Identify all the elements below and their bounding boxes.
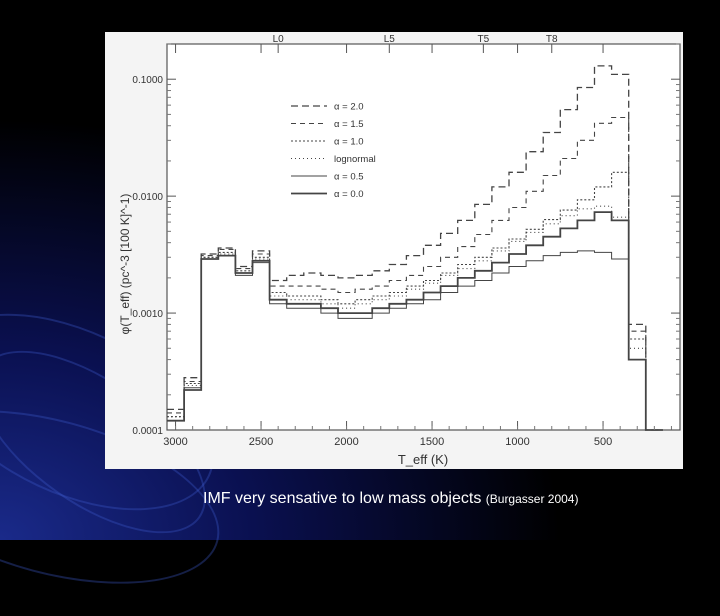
x-axis-label: T_eff (K)	[398, 452, 448, 467]
series-line	[167, 205, 663, 431]
x-tick-label: 3000	[163, 436, 187, 448]
x-tick-label: 1000	[505, 436, 529, 448]
caption-text: IMF very sensative to low mass objects	[203, 490, 482, 507]
legend-entry: lognormal	[334, 154, 376, 165]
top-axis-label: T5	[478, 34, 490, 45]
x-tick-label: 500	[594, 436, 612, 448]
top-axis-label: T8	[546, 34, 558, 45]
legend-entry: α = 2.0	[334, 102, 364, 113]
x-tick-label: 2000	[334, 436, 358, 448]
x-tick-label: 2500	[249, 436, 273, 448]
x-tick-label: 1500	[420, 436, 444, 448]
chart-figure: 3000 2500 2000 1500 1000 500 0.0001 0.0010 0.010…	[105, 32, 683, 469]
legend-entry: α = 0.5	[334, 172, 364, 183]
legend-entry: α = 0.0	[334, 189, 364, 200]
plot-frame	[166, 43, 681, 431]
series-line	[167, 211, 663, 431]
top-axis-label: L5	[384, 34, 396, 45]
legend-entry: α = 1.5	[334, 119, 364, 130]
slide-caption: IMF very sensative to low mass objects (…	[203, 490, 578, 508]
y-tick-label: 0.0010	[132, 309, 163, 320]
caption-citation: (Burgasser 2004)	[485, 492, 579, 506]
y-axis-label: φ(T_eff) (pc^-3 [100 K]^-1)	[118, 194, 132, 335]
top-axis-label: L0	[273, 34, 285, 45]
legend-entry: α = 1.0	[334, 137, 364, 148]
chart-svg: 3000 2500 2000 1500 1000 500 0.0001 0.0010 0.010…	[118, 34, 681, 467]
y-tick-label: 0.0100	[132, 192, 163, 203]
series-line	[167, 65, 663, 431]
y-tick-label: 0.1000	[132, 75, 163, 86]
y-tick-label: 0.0001	[132, 426, 163, 437]
